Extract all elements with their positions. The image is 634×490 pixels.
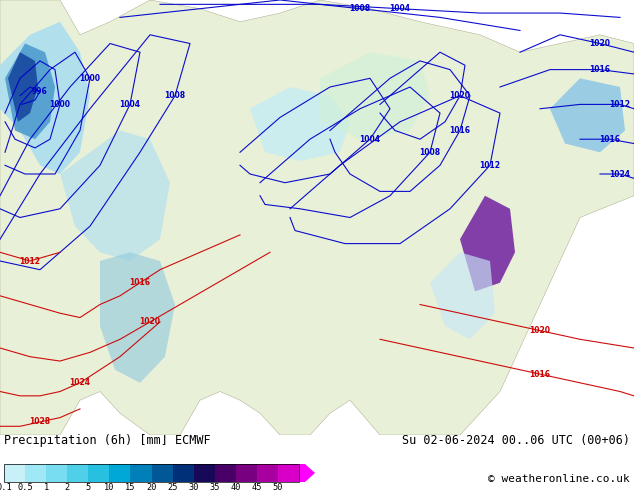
Text: © weatheronline.co.uk: © weatheronline.co.uk	[488, 474, 630, 484]
Text: 1016: 1016	[529, 369, 550, 379]
Text: 20: 20	[146, 483, 157, 490]
Text: 1020: 1020	[590, 39, 611, 48]
Bar	[172, 464, 193, 482]
Bar	[25, 464, 46, 482]
Polygon shape	[320, 52, 430, 139]
Polygon shape	[460, 196, 515, 292]
Bar	[236, 464, 257, 482]
Text: 1016: 1016	[590, 65, 611, 74]
Polygon shape	[550, 78, 625, 152]
Text: 1004: 1004	[389, 4, 410, 13]
Text: 1020: 1020	[529, 326, 550, 335]
Text: 1: 1	[44, 483, 49, 490]
Bar	[88, 464, 109, 482]
Polygon shape	[5, 44, 55, 139]
Polygon shape	[430, 252, 495, 339]
Text: 1028: 1028	[29, 417, 51, 426]
Text: 50: 50	[273, 483, 283, 490]
Polygon shape	[60, 130, 170, 261]
Bar	[215, 464, 236, 482]
Text: 1004: 1004	[119, 100, 141, 109]
Bar	[278, 464, 299, 482]
Polygon shape	[100, 252, 175, 383]
Text: 45: 45	[252, 483, 262, 490]
Bar	[4, 464, 299, 482]
Text: 5: 5	[86, 483, 91, 490]
Text: 35: 35	[209, 483, 220, 490]
Text: 1012: 1012	[20, 256, 41, 266]
Text: 1000: 1000	[79, 74, 101, 83]
Text: 1024: 1024	[609, 170, 630, 178]
Polygon shape	[8, 52, 38, 122]
Polygon shape	[0, 22, 90, 174]
FancyArrow shape	[299, 464, 315, 482]
Text: 1012: 1012	[609, 100, 630, 109]
Text: 10: 10	[104, 483, 115, 490]
Text: 40: 40	[231, 483, 241, 490]
Text: 30: 30	[188, 483, 199, 490]
Bar	[109, 464, 131, 482]
Text: 25: 25	[167, 483, 178, 490]
Text: 1016: 1016	[129, 278, 150, 287]
Text: 1020: 1020	[450, 91, 470, 100]
Text: 1004: 1004	[359, 135, 380, 144]
Bar	[4, 464, 25, 482]
Text: 996: 996	[32, 87, 48, 96]
Text: 1016: 1016	[450, 126, 470, 135]
Text: Su 02-06-2024 00..06 UTC (00+06): Su 02-06-2024 00..06 UTC (00+06)	[402, 434, 630, 447]
Text: 0.1: 0.1	[0, 483, 12, 490]
Text: Precipitation (6h) [mm] ECMWF: Precipitation (6h) [mm] ECMWF	[4, 434, 210, 447]
Text: 1008: 1008	[164, 91, 186, 100]
Text: 1000: 1000	[49, 100, 70, 109]
Text: 15: 15	[125, 483, 136, 490]
Bar	[193, 464, 215, 482]
Text: 1008: 1008	[420, 148, 441, 157]
Text: 1012: 1012	[479, 161, 500, 170]
Polygon shape	[250, 87, 350, 161]
Bar	[152, 464, 172, 482]
Text: 1024: 1024	[70, 378, 91, 387]
Bar	[257, 464, 278, 482]
Bar	[67, 464, 88, 482]
Text: 1020: 1020	[139, 318, 160, 326]
Bar	[46, 464, 67, 482]
Text: 2: 2	[65, 483, 70, 490]
Text: 1016: 1016	[600, 135, 621, 144]
Polygon shape	[0, 0, 634, 435]
Text: 1008: 1008	[349, 4, 370, 13]
Bar	[131, 464, 152, 482]
Text: 0.5: 0.5	[17, 483, 33, 490]
